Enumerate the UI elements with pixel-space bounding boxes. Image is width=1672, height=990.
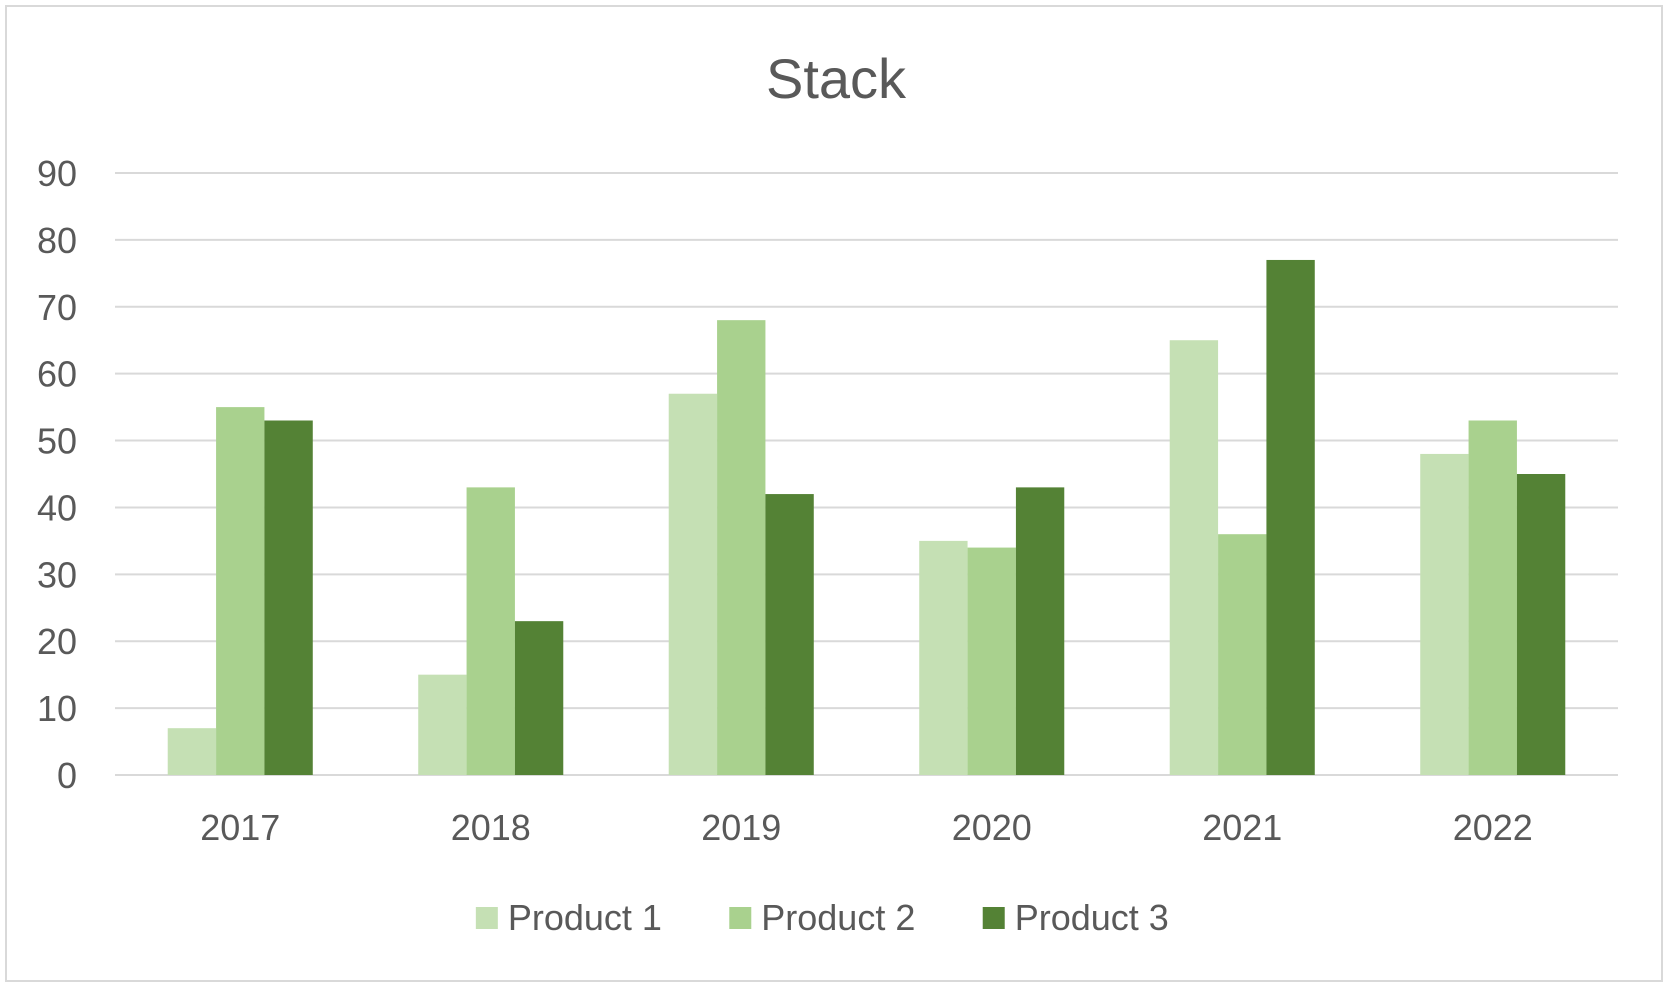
- y-tick-label: 80: [37, 220, 77, 261]
- bar-2018-series-1: [418, 674, 467, 775]
- legend-label-series-1: Product 1: [508, 897, 662, 938]
- y-axis-tick-labels: 0 10 20 30 40 50 60 70 80 90: [37, 153, 77, 796]
- legend-swatch-series-2: [729, 907, 752, 929]
- legend-swatch-series-1: [475, 907, 498, 929]
- bar-2021-series-2: [1218, 534, 1267, 775]
- bar-2019-series-2: [717, 320, 766, 775]
- x-tick-label: 2020: [952, 807, 1032, 848]
- x-tick-label: 2017: [200, 807, 280, 848]
- bar-2022-series-2: [1468, 420, 1517, 775]
- bar-2020-series-2: [967, 547, 1016, 775]
- legend: Product 1 Product 2 Product 3: [475, 897, 1169, 938]
- bar-2019-series-1: [668, 393, 718, 775]
- bar-2022-series-1: [1420, 453, 1469, 775]
- y-tick-label: 90: [37, 153, 77, 194]
- y-tick-label: 0: [57, 755, 77, 796]
- bars: [167, 259, 1566, 775]
- x-tick-label: 2021: [1202, 807, 1282, 848]
- legend-swatch-series-3: [982, 907, 1005, 929]
- bar-2021-series-3: [1266, 259, 1315, 775]
- bar-2021-series-1: [1169, 340, 1219, 775]
- chart-title: Stack: [766, 47, 907, 110]
- y-tick-label: 30: [37, 554, 77, 595]
- legend-label-series-3: Product 3: [1015, 897, 1169, 938]
- bar-2020-series-3: [1015, 487, 1065, 775]
- bar-2018-series-2: [466, 487, 515, 775]
- y-tick-label: 70: [37, 287, 77, 328]
- y-tick-label: 10: [37, 688, 77, 729]
- bar-2020-series-1: [919, 540, 968, 775]
- legend-label-series-2: Product 2: [761, 897, 915, 938]
- x-axis-tick-labels: 2017 2018 2019 2020 2021 2022: [200, 807, 1533, 848]
- y-tick-label: 40: [37, 487, 77, 528]
- bar-2017-series-2: [216, 407, 265, 775]
- x-tick-label: 2019: [701, 807, 781, 848]
- y-tick-label: 50: [37, 421, 77, 462]
- bar-2017-series-1: [167, 728, 217, 775]
- x-tick-label: 2018: [451, 807, 531, 848]
- bar-2022-series-3: [1516, 474, 1566, 775]
- bar-2018-series-3: [514, 621, 564, 775]
- gridlines: [115, 172, 1618, 776]
- y-tick-label: 20: [37, 621, 77, 662]
- x-tick-label: 2022: [1453, 807, 1533, 848]
- bar-2017-series-3: [264, 420, 313, 775]
- bar-2019-series-3: [765, 494, 814, 775]
- y-tick-label: 60: [37, 354, 77, 395]
